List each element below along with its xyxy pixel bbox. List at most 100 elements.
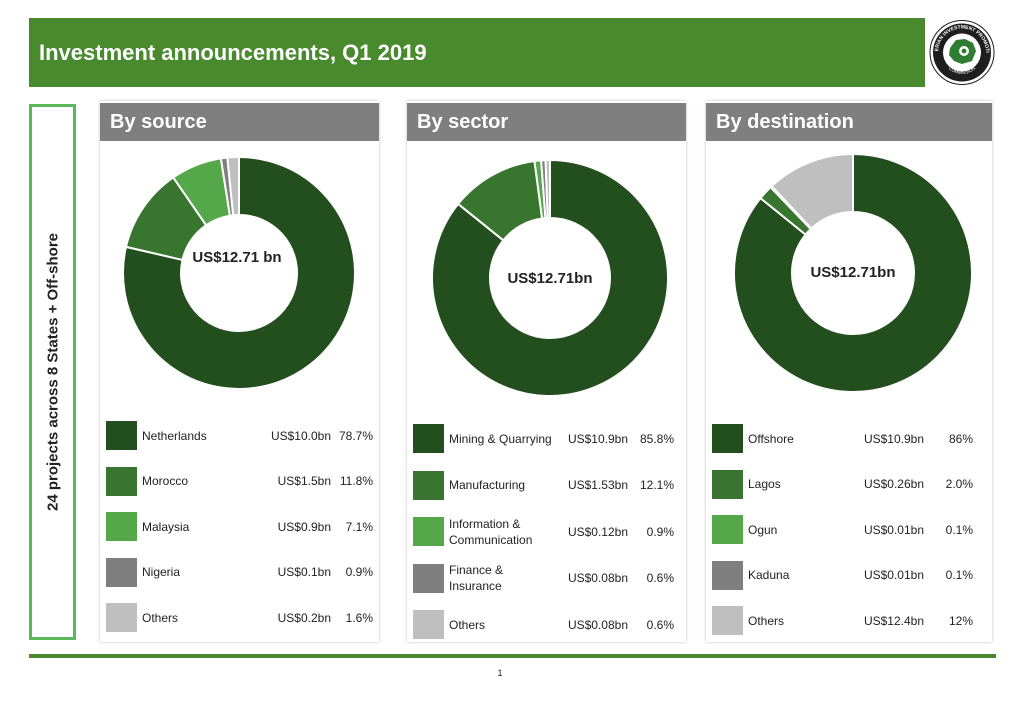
legend-row: Mining & Quarrying US$10.9bn 85.8%	[407, 424, 686, 456]
legend-label: Offshore	[748, 431, 794, 446]
legend-swatch	[413, 610, 444, 639]
legend-label: Lagos	[748, 477, 781, 491]
legend-percent: 0.9%	[345, 565, 373, 579]
legend-label: Kaduna	[748, 568, 790, 582]
legend-amount: US$1.53bn	[567, 478, 628, 492]
legend-row: Manufacturing US$1.53bn 12.1%	[407, 470, 686, 503]
legend-amount: US$0.2bn	[277, 610, 331, 625]
legend-label: Others	[142, 610, 179, 625]
legend-percent: 1.6%	[345, 610, 373, 625]
donut-slice	[431, 158, 669, 395]
footer-rule	[29, 654, 996, 658]
legend-percent: 0.9%	[646, 524, 674, 539]
donut-center-label: US$12.71 bn	[192, 249, 281, 266]
donut-chart: US$12.71 bn	[122, 155, 356, 390]
legend-row: Lagos US$0.26bn 2.0%	[706, 469, 992, 502]
legend-percent: 12.1%	[639, 478, 674, 492]
legend-percent: 0.6%	[646, 617, 674, 632]
legend-swatch	[106, 512, 137, 541]
legend-row: Finance & Insurance US$0.08bn 0.6%	[407, 563, 686, 596]
legend-swatch	[712, 606, 743, 635]
legend-amount: US$10.9bn	[567, 431, 628, 446]
page-number: 1	[497, 668, 503, 678]
legend-percent: 11.8%	[339, 474, 373, 488]
side-label: 24 projects across 8 States + Off-shore	[44, 232, 61, 512]
legend-swatch	[413, 517, 444, 546]
legend-percent: 0.6%	[646, 571, 674, 585]
legend-label: Netherlands	[142, 428, 207, 443]
panel-header: By destination	[706, 103, 992, 141]
panel-by-sector: By sector US$12.71bn Mining & Quarrying U…	[407, 101, 686, 642]
legend-swatch	[106, 466, 137, 496]
legend-percent: 0.1%	[945, 568, 973, 582]
donut-chart: US$12.71bn	[733, 155, 973, 393]
legend-amount: US$0.12bn	[567, 524, 628, 539]
panel-title: By source	[110, 111, 207, 133]
legend-swatch	[413, 424, 444, 453]
side-label-box: 24 projects across 8 States + Off-shore	[29, 104, 76, 640]
legend-amount: US$0.26bn	[863, 477, 924, 491]
legend-amount: US$0.01bn	[863, 568, 924, 582]
legend-percent: 0.1%	[945, 522, 973, 537]
legend-amount: US$0.08bn	[567, 571, 628, 585]
legend-swatch	[712, 424, 743, 453]
panel-header: By sector	[407, 103, 686, 141]
logo: NIGERIAN INVESTMENT PROMOTION COMMISSION	[926, 14, 996, 87]
legend-row: Netherlands US$10.0bn 78.7%	[100, 421, 379, 453]
legend-swatch	[413, 470, 444, 500]
legend-row: Information & Communication US$0.12bn 0.9%	[407, 517, 686, 549]
panel-by-destination: By destination US$12.71bn Offshore US$10.…	[706, 101, 992, 642]
donut-slice	[733, 155, 973, 393]
legend-amount: US$10.0bn	[270, 428, 331, 443]
panel-title: By sector	[417, 111, 509, 133]
legend-percent: 86%	[948, 431, 973, 446]
legend-percent: 12%	[948, 613, 973, 628]
legend-swatch	[106, 557, 137, 587]
page-title: Investment announcements, Q1 2019	[39, 40, 427, 65]
legend-label: Others	[449, 617, 486, 632]
legend-swatch	[712, 515, 743, 544]
donut-slice	[544, 158, 551, 220]
legend-row: Ogun US$0.01bn 0.1%	[706, 515, 992, 547]
donut-slice	[770, 155, 854, 230]
donut-chart: US$12.71bn	[431, 158, 669, 395]
donut-slice	[122, 155, 356, 390]
legend-label: Malaysia	[142, 519, 190, 534]
legend-label: Finance & Insurance	[449, 563, 504, 593]
legend-swatch	[712, 469, 743, 499]
legend-swatch	[106, 421, 137, 450]
legend-swatch	[413, 563, 444, 593]
legend-row: Others US$12.4bn 12%	[706, 606, 992, 638]
legend-amount: US$0.08bn	[567, 617, 628, 632]
legend-label: Manufacturing	[449, 478, 526, 492]
legend-row: Malaysia US$0.9bn 7.1%	[100, 512, 379, 544]
legend-percent: 85.8%	[639, 431, 674, 446]
legend-label: Nigeria	[142, 565, 181, 579]
legend-label: Information & Communication	[449, 516, 533, 547]
legend-amount: US$1.5bn	[277, 474, 331, 488]
donut-center-label: US$12.71bn	[507, 270, 592, 287]
legend-amount: US$0.1bn	[277, 565, 331, 579]
legend-label: Mining & Quarrying	[449, 431, 552, 446]
legend-row: Morocco US$1.5bn 11.8%	[100, 466, 379, 499]
legend-label: Others	[748, 613, 785, 628]
panel-by-source: By source US$12.71 bn Netherlands US$10.0…	[100, 101, 379, 642]
legend-row: Offshore US$10.9bn 86%	[706, 424, 992, 456]
legend-amount: US$0.01bn	[863, 522, 924, 537]
nipc-seal-icon: NIGERIAN INVESTMENT PROMOTION COMMISSION	[926, 14, 995, 85]
legend-percent: 7.1%	[345, 519, 373, 534]
legend-swatch	[712, 560, 743, 590]
legend-percent: 78.7%	[338, 428, 373, 443]
legend-percent: 2.0%	[945, 477, 973, 491]
legend-amount: US$12.4bn	[863, 613, 924, 628]
legend-row: Others US$0.08bn 0.6%	[407, 610, 686, 642]
legend-swatch	[106, 603, 137, 632]
donut-center-label: US$12.71bn	[810, 264, 895, 281]
title-bar: Investment announcements, Q1 2019	[29, 18, 925, 87]
legend-amount: US$10.9bn	[863, 431, 924, 446]
legend-label: Morocco	[142, 474, 189, 488]
legend-amount: US$0.9bn	[277, 519, 331, 534]
legend-row: Others US$0.2bn 1.6%	[100, 603, 379, 635]
panel-header: By source	[100, 103, 379, 141]
legend-row: Nigeria US$0.1bn 0.9%	[100, 557, 379, 590]
